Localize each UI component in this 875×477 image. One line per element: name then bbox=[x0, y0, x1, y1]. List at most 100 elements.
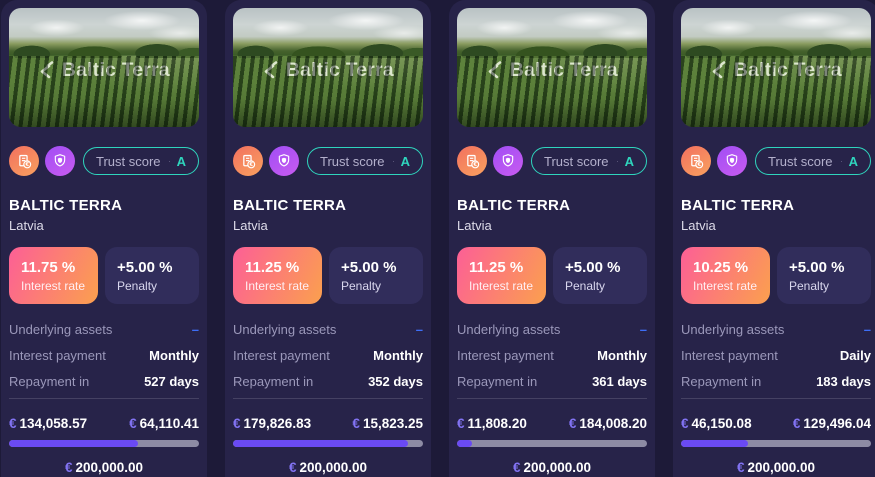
invoice-coin-icon: € bbox=[242, 154, 255, 168]
info-rows: Underlying assets – Interest payment Dai… bbox=[681, 316, 871, 394]
project-country: Latvia bbox=[233, 218, 268, 233]
repayment-in-row: Repayment in 527 days bbox=[9, 368, 199, 394]
underlying-assets-value: – bbox=[639, 321, 647, 337]
baltic-terra-logo-icon bbox=[710, 61, 728, 81]
repayment-in-label: Repayment in bbox=[681, 373, 762, 389]
trust-score-label: Trust score bbox=[768, 153, 833, 169]
shield-badge[interactable] bbox=[717, 146, 747, 176]
brand-overlay: Baltic Terra bbox=[457, 60, 647, 82]
shield-icon bbox=[54, 154, 66, 167]
repayment-in-label: Repayment in bbox=[233, 373, 314, 389]
loan-card[interactable]: Baltic Terra € Trust score bbox=[673, 0, 875, 477]
trust-score-pill[interactable]: Trust score A bbox=[307, 147, 423, 175]
info-rows: Underlying assets – Interest payment Mon… bbox=[457, 316, 647, 394]
funded-amount: €134,058.57 bbox=[9, 416, 87, 431]
penalty-badge: +5.00 % Penalty bbox=[329, 247, 423, 304]
repayment-in-value: 183 days bbox=[816, 373, 871, 389]
remaining-amount-value: 184,008.20 bbox=[579, 416, 647, 431]
treeline-graphic bbox=[681, 38, 871, 58]
funded-amount-value: 46,150.08 bbox=[691, 416, 752, 431]
project-title: BALTIC TERRA bbox=[681, 197, 795, 214]
interest-rate-value: 11.25 % bbox=[245, 258, 300, 276]
underlying-assets-row: Underlying assets – bbox=[9, 316, 199, 342]
funding-progress-fill bbox=[9, 440, 138, 447]
interest-payment-label: Interest payment bbox=[9, 347, 106, 363]
total-amount-value: 200,000.00 bbox=[523, 460, 592, 475]
funding-progress-bar bbox=[457, 440, 647, 447]
treeline-graphic bbox=[233, 38, 423, 58]
remaining-amount-value: 129,496.04 bbox=[803, 416, 871, 431]
amounts-row: €179,826.83 €15,823.25 bbox=[233, 416, 423, 431]
trust-grade: A bbox=[400, 153, 410, 169]
repayment-in-value: 352 days bbox=[368, 373, 423, 389]
interest-rate-badge: 11.25 % Interest rate bbox=[457, 247, 546, 304]
project-image[interactable]: Baltic Terra bbox=[457, 8, 647, 127]
badge-row: € Trust score A bbox=[457, 146, 647, 176]
funding-progress-fill bbox=[233, 440, 408, 447]
invoice-coin-badge[interactable]: € bbox=[681, 146, 711, 176]
invoice-coin-badge[interactable]: € bbox=[457, 146, 487, 176]
underlying-assets-value: – bbox=[191, 321, 199, 337]
divider bbox=[233, 398, 423, 399]
shield-icon bbox=[726, 154, 738, 167]
rate-row: 11.25 % Interest rate +5.00 % Penalty bbox=[233, 247, 423, 304]
rate-row: 11.25 % Interest rate +5.00 % Penalty bbox=[457, 247, 647, 304]
trust-score-pill[interactable]: Trust score A bbox=[755, 147, 871, 175]
funding-progress-bar bbox=[233, 440, 423, 447]
interest-rate-value: 10.25 % bbox=[693, 258, 749, 276]
loan-card[interactable]: Baltic Terra € Trust score bbox=[225, 0, 431, 477]
project-country: Latvia bbox=[457, 218, 492, 233]
interest-rate-label: Interest rate bbox=[21, 278, 86, 293]
project-image[interactable]: Baltic Terra bbox=[681, 8, 871, 127]
trust-score-pill[interactable]: Trust score A bbox=[531, 147, 647, 175]
underlying-assets-value: – bbox=[863, 321, 871, 337]
interest-payment-label: Interest payment bbox=[233, 347, 330, 363]
divider bbox=[9, 398, 199, 399]
loan-card[interactable]: Baltic Terra € Trust score bbox=[449, 0, 655, 477]
brand-name: Baltic Terra bbox=[62, 60, 170, 82]
interest-payment-row: Interest payment Daily bbox=[681, 342, 871, 368]
underlying-assets-label: Underlying assets bbox=[233, 321, 337, 337]
brand-name: Baltic Terra bbox=[286, 60, 394, 82]
interest-payment-row: Interest payment Monthly bbox=[457, 342, 647, 368]
remaining-amount: €184,008.20 bbox=[569, 416, 647, 431]
trust-grade: A bbox=[624, 153, 634, 169]
divider bbox=[457, 398, 647, 399]
penalty-value: +5.00 % bbox=[117, 258, 173, 276]
interest-payment-label: Interest payment bbox=[457, 347, 554, 363]
repayment-in-row: Repayment in 183 days bbox=[681, 368, 871, 394]
trust-grade: A bbox=[176, 153, 186, 169]
baltic-terra-logo-icon bbox=[486, 61, 504, 81]
shield-badge[interactable] bbox=[45, 146, 75, 176]
remaining-amount: €64,110.41 bbox=[129, 416, 199, 431]
svg-text:€: € bbox=[248, 162, 253, 168]
underlying-assets-label: Underlying assets bbox=[681, 321, 785, 337]
euro-symbol: € bbox=[512, 460, 521, 475]
amounts-row: €134,058.57 €64,110.41 bbox=[9, 416, 199, 431]
invoice-coin-icon: € bbox=[18, 154, 31, 168]
brand-name: Baltic Terra bbox=[734, 60, 842, 82]
shield-badge[interactable] bbox=[493, 146, 523, 176]
project-image[interactable]: Baltic Terra bbox=[233, 8, 423, 127]
badge-row: € Trust score A bbox=[681, 146, 871, 176]
penalty-label: Penalty bbox=[341, 278, 382, 293]
baltic-terra-logo-icon bbox=[262, 61, 280, 81]
brand-name: Baltic Terra bbox=[510, 60, 618, 82]
invoice-coin-badge[interactable]: € bbox=[233, 146, 263, 176]
loan-card[interactable]: Baltic Terra € Trust score bbox=[1, 0, 207, 477]
penalty-value: +5.00 % bbox=[789, 258, 845, 276]
shield-badge[interactable] bbox=[269, 146, 299, 176]
underlying-assets-row: Underlying assets – bbox=[681, 316, 871, 342]
underlying-assets-label: Underlying assets bbox=[457, 321, 561, 337]
svg-text:€: € bbox=[696, 162, 701, 168]
euro-symbol: € bbox=[792, 416, 801, 431]
svg-text:€: € bbox=[472, 162, 477, 168]
project-title: BALTIC TERRA bbox=[233, 197, 347, 214]
funding-progress-fill bbox=[457, 440, 473, 447]
penalty-label: Penalty bbox=[789, 278, 830, 293]
project-image[interactable]: Baltic Terra bbox=[9, 8, 199, 127]
trust-score-pill[interactable]: Trust score A bbox=[83, 147, 199, 175]
interest-rate-label: Interest rate bbox=[693, 278, 758, 293]
invoice-coin-badge[interactable]: € bbox=[9, 146, 39, 176]
interest-payment-value: Monthly bbox=[597, 347, 647, 363]
